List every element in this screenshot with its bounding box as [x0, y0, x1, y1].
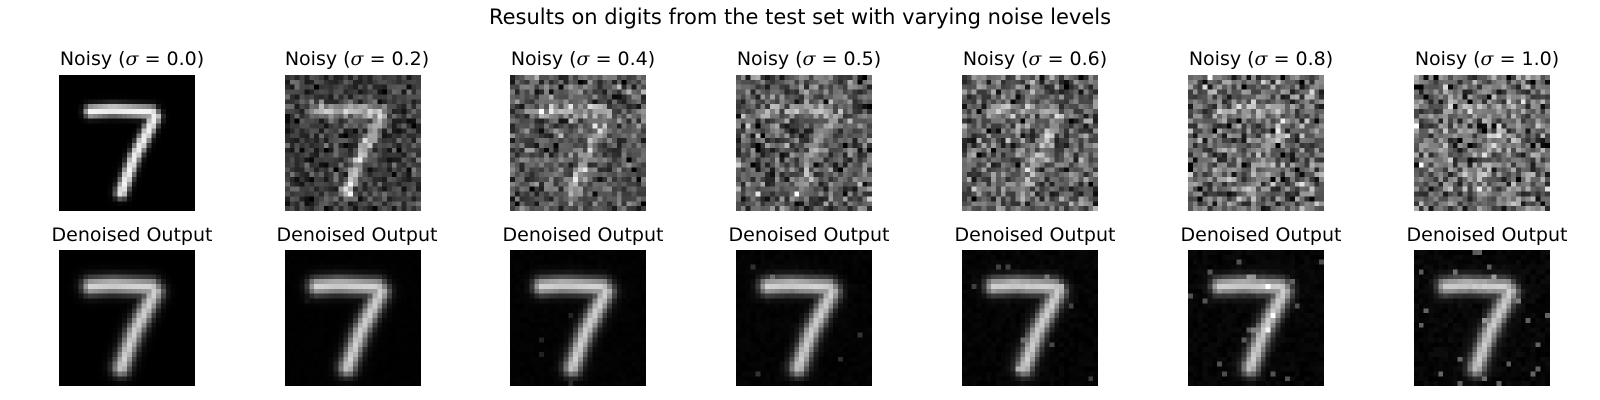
denoised-digit-image: [1414, 250, 1550, 386]
noisy-digit-image: [962, 75, 1098, 211]
denoised-title-6: Denoised Output: [1406, 224, 1568, 246]
noisy-digit-image: [510, 75, 646, 211]
noisy-title-6: Noisy (σ = 1.0): [1414, 48, 1560, 70]
denoised-digit-image: [962, 250, 1098, 386]
noisy-digit-image: [1414, 75, 1550, 211]
noisy-title-0: Noisy (σ = 0.0): [59, 48, 205, 70]
denoised-digit-image: [285, 250, 421, 386]
figure-title: Results on digits from the test set with…: [488, 5, 1112, 29]
denoised-title-1: Denoised Output: [276, 224, 438, 246]
denoised-title-3: Denoised Output: [728, 224, 890, 246]
noisy-title-4: Noisy (σ = 0.6): [962, 48, 1108, 70]
noisy-title-1: Noisy (σ = 0.2): [284, 48, 430, 70]
denoised-title-4: Denoised Output: [954, 224, 1116, 246]
denoised-digit-image: [510, 250, 646, 386]
noisy-title-3: Noisy (σ = 0.5): [736, 48, 882, 70]
noisy-digit-image: [1188, 75, 1324, 211]
denoised-title-2: Denoised Output: [502, 224, 664, 246]
denoised-title-5: Denoised Output: [1180, 224, 1342, 246]
denoised-digit-image: [59, 250, 195, 386]
noisy-title-2: Noisy (σ = 0.4): [510, 48, 656, 70]
denoised-title-0: Denoised Output: [51, 224, 213, 246]
noisy-title-5: Noisy (σ = 0.8): [1188, 48, 1334, 70]
noisy-digit-image: [736, 75, 872, 211]
noisy-digit-image: [59, 75, 195, 211]
noisy-digit-image: [285, 75, 421, 211]
denoised-digit-image: [1188, 250, 1324, 386]
denoised-digit-image: [736, 250, 872, 386]
